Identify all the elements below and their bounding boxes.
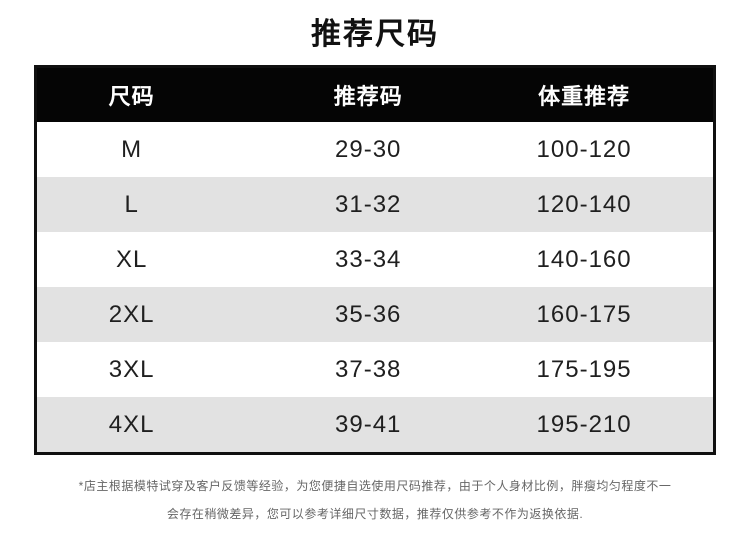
code-cell: 37-38 — [335, 355, 402, 383]
table-row: 3XL 37-38 175-195 — [37, 342, 713, 397]
column-header-code: 推荐码 — [333, 84, 403, 109]
size-cell: XL — [115, 245, 148, 273]
size-cell: L — [124, 190, 139, 218]
size-cell: 3XL — [108, 355, 155, 383]
code-cell: 33-34 — [335, 245, 402, 273]
code-cell: 31-32 — [335, 190, 402, 218]
code-cell: 35-36 — [335, 300, 402, 328]
footnote-line2: 会存在稍微差异，您可以参考详细尺寸数据，推荐仅供参考不作为返换依据. — [166, 507, 584, 521]
weight-cell: 120-140 — [536, 190, 632, 218]
weight-cell: 175-195 — [536, 355, 632, 383]
weight-cell: 140-160 — [536, 245, 632, 273]
weight-cell: 100-120 — [536, 135, 632, 163]
table-row: 2XL 35-36 160-175 — [37, 287, 713, 342]
weight-cell: 195-210 — [536, 410, 632, 438]
table-row: XL 33-34 140-160 — [37, 232, 713, 287]
column-header-size: 尺码 — [108, 84, 155, 109]
table-row: M 29-30 100-120 — [37, 122, 713, 177]
column-header-weight: 体重推荐 — [538, 84, 631, 109]
footnote-line1: *店主根据模特试穿及客户反馈等经验，为您便捷自选使用尺码推荐，由于个人身材比例，… — [78, 479, 672, 493]
weight-cell: 160-175 — [536, 300, 632, 328]
size-cell: 4XL — [108, 410, 155, 438]
code-cell: 29-30 — [335, 135, 402, 163]
size-cell: M — [121, 135, 143, 163]
code-cell: 39-41 — [335, 410, 402, 438]
footnote: *店主根据模特试穿及客户反馈等经验，为您便捷自选使用尺码推荐，由于个人身材比例，… — [0, 472, 750, 528]
size-table: 尺码 推荐码 体重推荐 M 29-30 100-120 L 31-32 120-… — [34, 65, 716, 455]
table-row: L 31-32 120-140 — [37, 177, 713, 232]
page-title: 推荐尺码 — [311, 18, 439, 51]
size-cell: 2XL — [108, 300, 155, 328]
table-header-row: 尺码 推荐码 体重推荐 — [37, 68, 713, 122]
table-row: 4XL 39-41 195-210 — [37, 397, 713, 452]
